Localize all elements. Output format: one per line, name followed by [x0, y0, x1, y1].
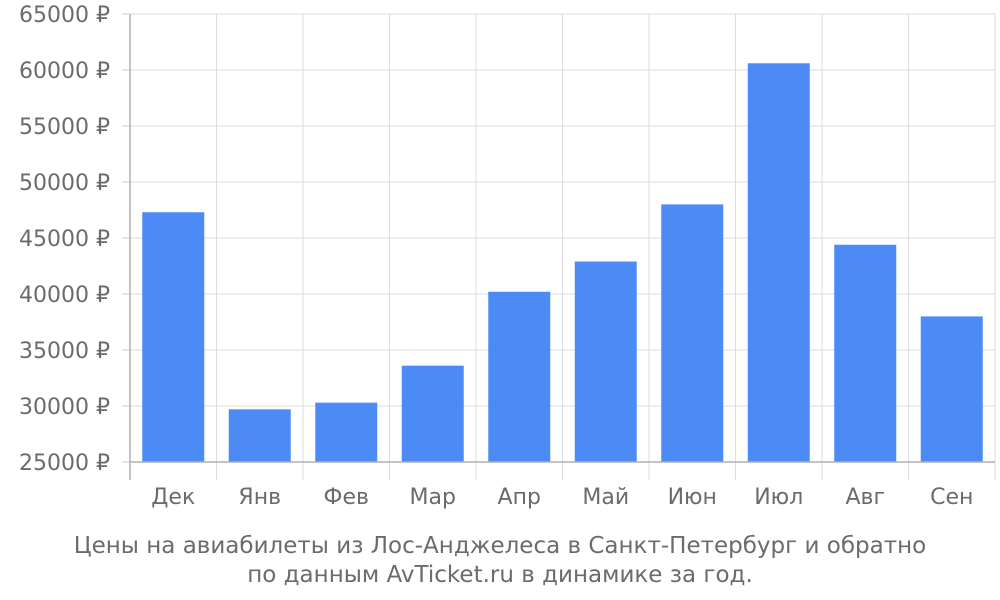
y-tick-label: 65000 ₽ — [19, 3, 110, 28]
y-tick-label: 45000 ₽ — [19, 227, 110, 252]
caption-line-2: по данным AvTicket.ru в динамике за год. — [247, 562, 753, 588]
y-tick-label: 30000 ₽ — [19, 395, 110, 420]
y-tick-label: 35000 ₽ — [19, 339, 110, 364]
x-tick-label: Дек — [151, 485, 195, 510]
x-tick-label: Май — [582, 485, 629, 510]
caption-line-1: Цены на авиабилеты из Лос-Анджелеса в Са… — [73, 533, 927, 559]
bar-Дек — [142, 212, 205, 462]
axes — [122, 13, 995, 480]
bar-Янв — [228, 409, 291, 462]
bar-Июн — [661, 204, 724, 462]
x-tick-labels: Дек Янв Фев Мар Апр Май Июн Июл Авг Сен — [151, 485, 973, 510]
y-tick-label: 50000 ₽ — [19, 171, 110, 196]
x-tick-label: Июн — [668, 485, 717, 510]
x-tick-label: Мар — [410, 485, 456, 510]
bars — [142, 63, 983, 462]
bar-Мар — [401, 365, 464, 462]
y-tick-labels: 25000 ₽ 30000 ₽ 35000 ₽ 40000 ₽ 45000 ₽ 50000… — [19, 3, 110, 476]
chart-caption: Цены на авиабилеты из Лос-Анджелеса в Са… — [0, 532, 1000, 590]
bar-Фев — [315, 402, 378, 462]
bar-chart: 25000 ₽ 30000 ₽ 35000 ₽ 40000 ₽ 45000 ₽ 50000… — [19, 3, 996, 510]
bar-Апр — [488, 291, 551, 462]
y-tick-label: 40000 ₽ — [19, 283, 110, 308]
x-tick-label: Янв — [238, 485, 281, 510]
x-tick-label: Июл — [754, 485, 803, 510]
y-tick-label: 60000 ₽ — [19, 59, 110, 84]
x-tick-label: Сен — [930, 485, 973, 510]
bar-Авг — [834, 244, 897, 462]
y-tick-label: 25000 ₽ — [19, 451, 110, 476]
y-tick-label: 55000 ₽ — [19, 115, 110, 140]
grid-lines — [130, 13, 996, 480]
x-tick-label: Авг — [845, 485, 885, 510]
bar-Июл — [747, 63, 810, 462]
x-tick-label: Апр — [498, 485, 541, 510]
bar-Сен — [920, 316, 983, 462]
x-tick-label: Фев — [324, 485, 369, 510]
bar-Май — [574, 261, 637, 462]
